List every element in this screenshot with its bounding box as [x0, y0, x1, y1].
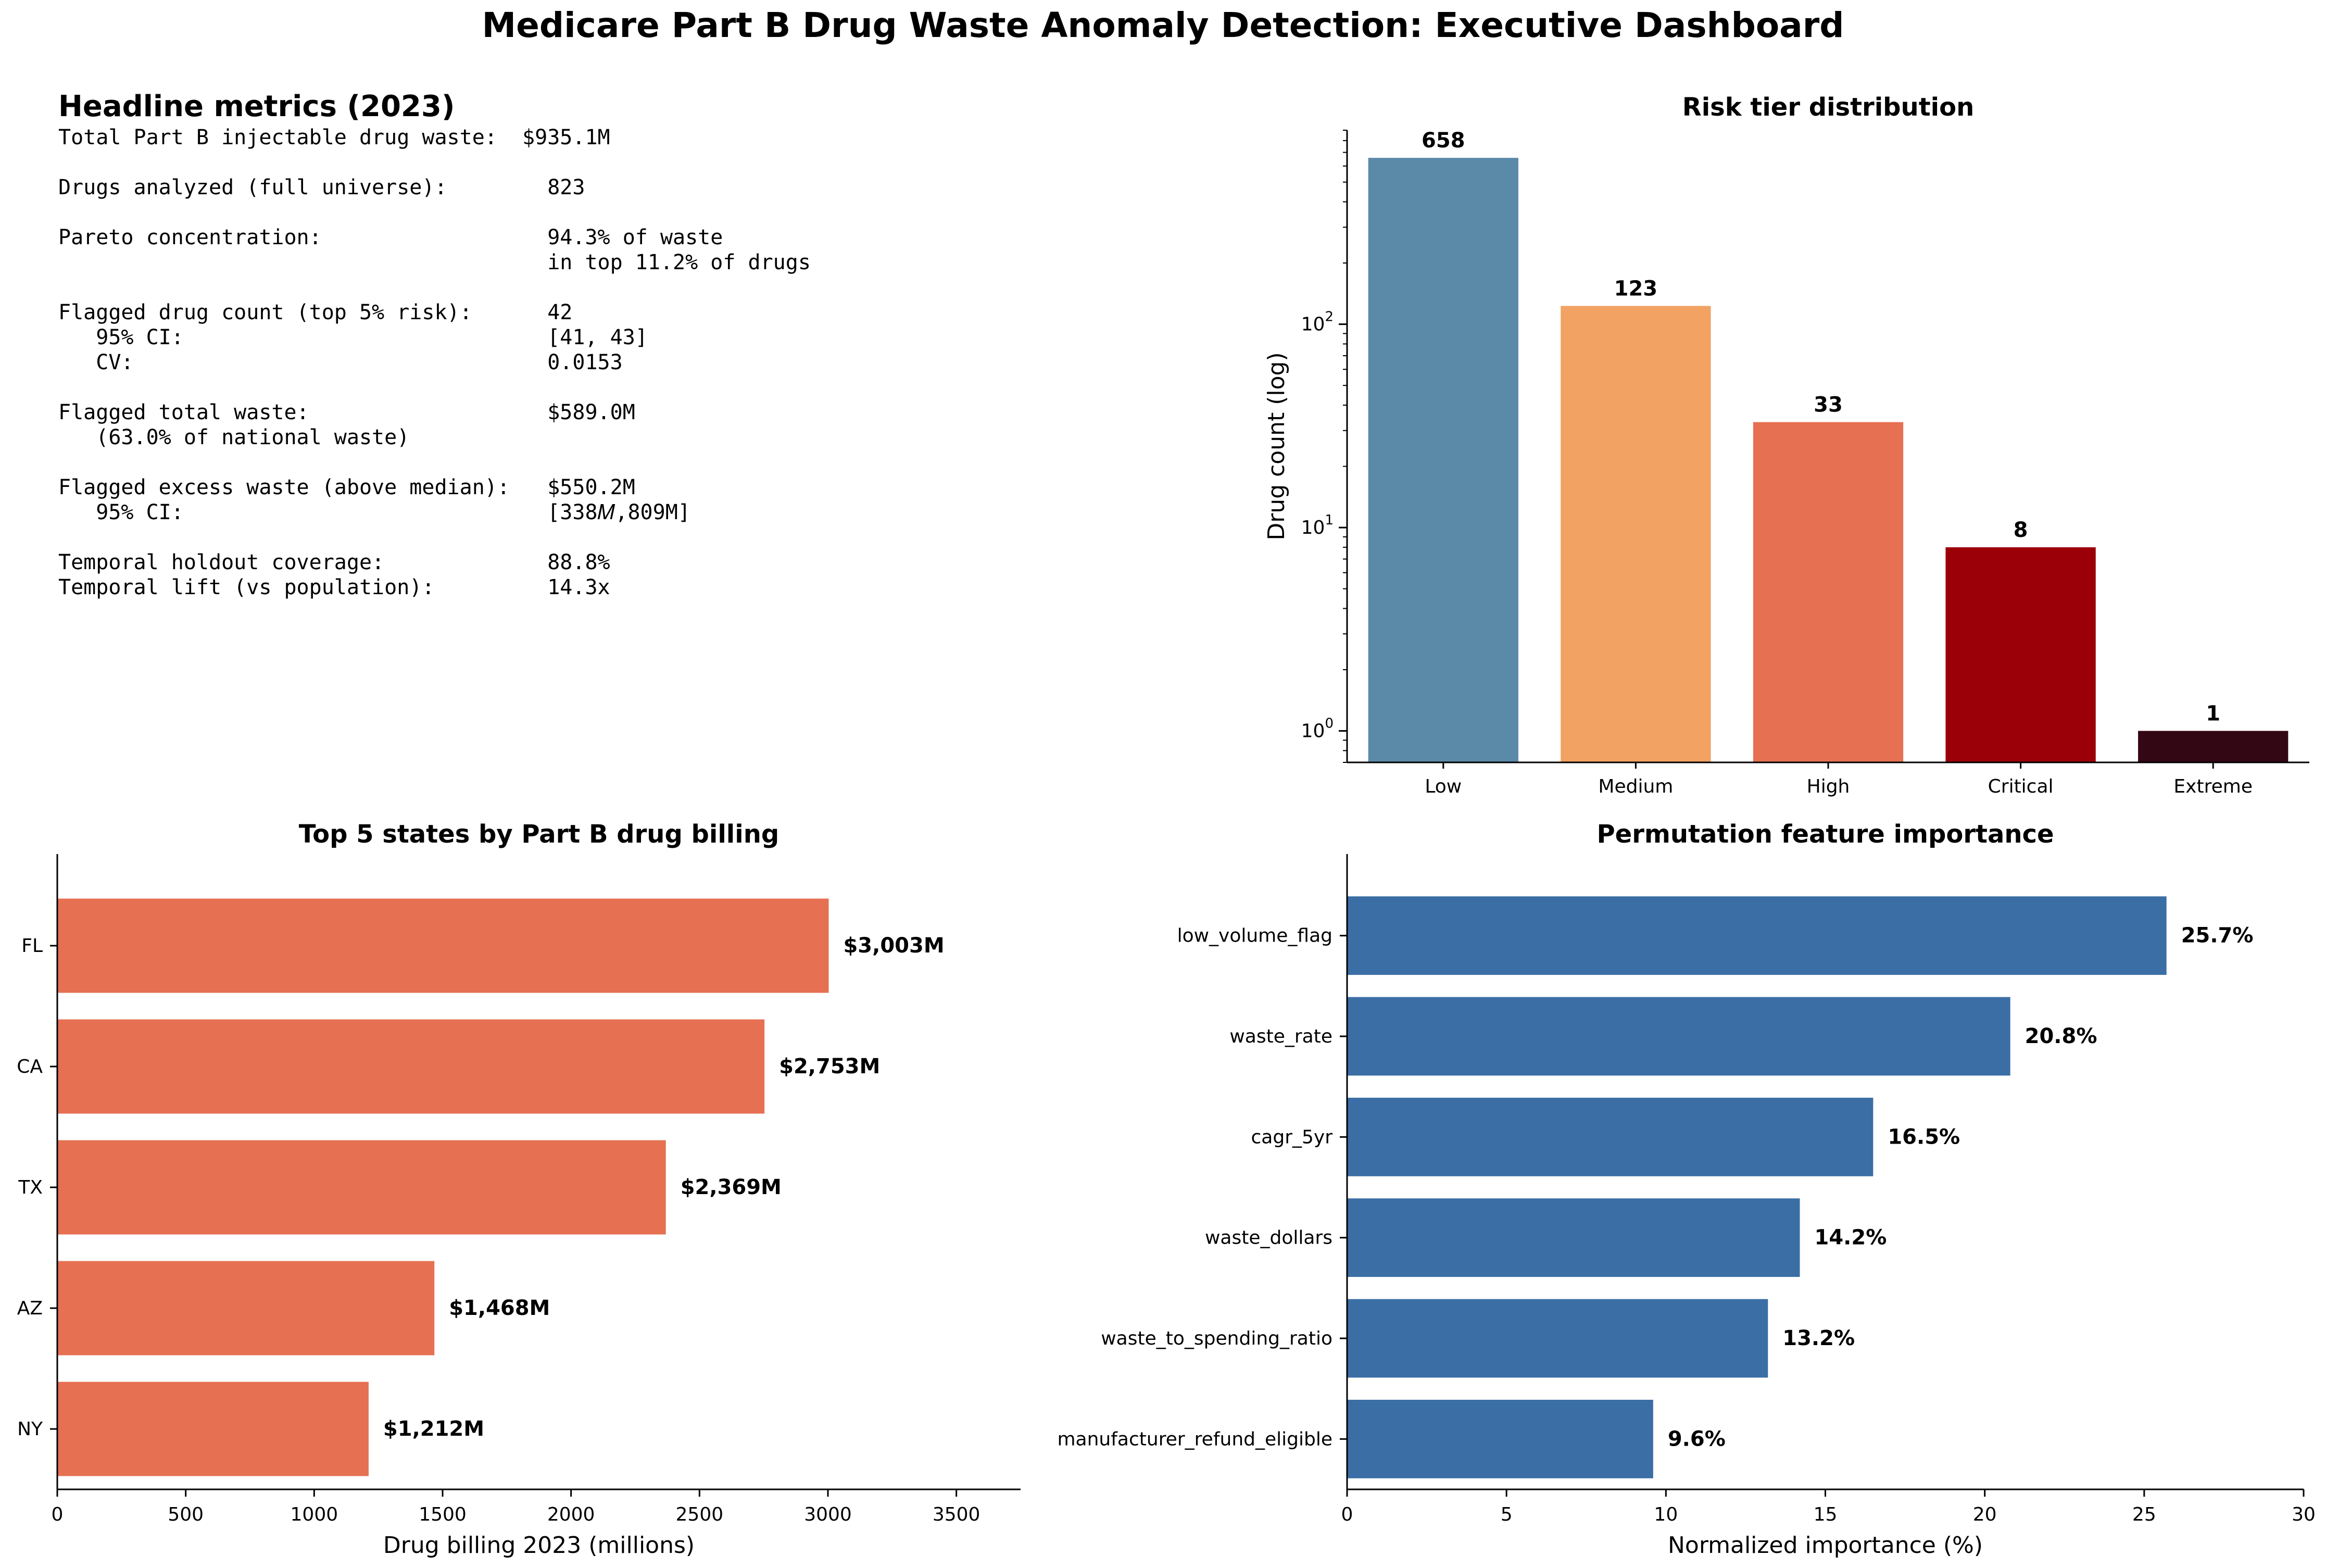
- bar: [57, 1382, 369, 1476]
- x-axis-label: Normalized importance (%): [1668, 1532, 1983, 1559]
- metric-line: Flagged drug count (top 5% risk): 42: [58, 300, 573, 324]
- category-label: manufacturer_refund_eligible: [1057, 1428, 1332, 1450]
- risk-tier-category-label: Low: [1425, 776, 1462, 797]
- chart-2: Permutation feature importance 25.7% low_v…: [1057, 820, 2315, 1559]
- category-label: CA: [17, 1056, 43, 1077]
- x-tick-label: 3500: [933, 1504, 980, 1525]
- x-tick-label: 30: [2292, 1504, 2316, 1525]
- risk-tier-bar: [1368, 158, 1518, 763]
- category-label: AZ: [17, 1298, 43, 1319]
- risk-tier-value-label: 1: [2206, 702, 2220, 726]
- x-tick-label: 10: [1654, 1504, 1678, 1525]
- metric-line: Temporal lift (vs population): 14.3x: [58, 575, 610, 599]
- x-tick-label: 500: [168, 1504, 204, 1525]
- y-tick-exponent: 0: [1325, 716, 1334, 732]
- bar-value-label: $3,003M: [843, 934, 944, 958]
- x-tick-label: 1500: [419, 1504, 467, 1525]
- category-label: low_volume_flag: [1177, 925, 1332, 947]
- metric-line: CV: 0.0153: [58, 350, 623, 374]
- risk-tier-category-label: Medium: [1598, 776, 1673, 797]
- dashboard-title: Medicare Part B Drug Waste Anomaly Detec…: [482, 5, 1844, 45]
- metrics-lines: Total Part B injectable drug waste: $935…: [58, 125, 1100, 600]
- risk-tier-category-label: High: [1807, 776, 1850, 797]
- risk-tier-chart-title: Risk tier distribution: [1682, 93, 1974, 122]
- x-tick-label: 15: [1814, 1504, 1838, 1525]
- risk-tier-bar: [1945, 547, 2096, 762]
- risk-tier-value-label: 33: [1814, 393, 1843, 417]
- metric-line: Pareto concentration: 94.3% of waste: [58, 225, 723, 249]
- category-label: waste_rate: [1229, 1026, 1332, 1047]
- bar-value-label: 25.7%: [2181, 924, 2254, 948]
- category-label: FL: [21, 935, 43, 957]
- category-label: waste_dollars: [1205, 1227, 1332, 1249]
- bar-value-label: 20.8%: [2025, 1024, 2097, 1048]
- risk-tier-value-label: 8: [2014, 518, 2028, 542]
- bar: [1347, 1198, 1800, 1277]
- category-label: waste_to_spending_ratio: [1101, 1328, 1332, 1349]
- metric-line: Flagged excess waste (above median): $55…: [58, 475, 635, 499]
- x-tick-label: 25: [2132, 1504, 2156, 1525]
- x-axis-label: Drug billing 2023 (millions): [383, 1532, 695, 1559]
- x-tick-label: 0: [52, 1504, 64, 1525]
- y-tick-base: 10: [1301, 721, 1325, 742]
- bar-value-label: $1,468M: [449, 1296, 550, 1320]
- y-tick-base: 10: [1301, 314, 1325, 335]
- category-label: TX: [18, 1177, 43, 1198]
- bar-value-label: $2,753M: [779, 1055, 880, 1078]
- bar: [1347, 1299, 1768, 1378]
- metrics-heading: Headline metrics (2023): [58, 90, 455, 123]
- category-label: NY: [17, 1419, 43, 1440]
- x-tick-label: 20: [1973, 1504, 1997, 1525]
- chart-title: Top 5 states by Part B drug billing: [299, 820, 779, 849]
- chart-title: Permutation feature importance: [1596, 820, 2054, 849]
- bar-value-label: $1,212M: [383, 1417, 484, 1441]
- bar-value-label: 14.2%: [1815, 1226, 1887, 1250]
- y-tick-exponent: 1: [1325, 512, 1334, 528]
- risk-tier-value-label: 123: [1614, 277, 1658, 300]
- bar: [57, 898, 829, 993]
- metric-line: Flagged total waste: $589.0M: [58, 400, 635, 424]
- metric-line: Total Part B injectable drug waste: $935…: [58, 126, 610, 149]
- metric-line: Temporal holdout coverage: 88.8%: [58, 550, 610, 574]
- y-tick-label: 100: [1301, 716, 1334, 742]
- bar: [57, 1019, 765, 1114]
- y-tick-label: 101: [1301, 512, 1334, 538]
- metric-line: in top 11.2% of drugs: [58, 250, 811, 274]
- bar-value-label: 9.6%: [1668, 1427, 1726, 1451]
- x-tick-label: 2500: [676, 1504, 724, 1525]
- risk-tier-bar: [1753, 422, 1904, 762]
- metric-line: 95% CI: [41, 43]: [58, 325, 648, 349]
- bar-value-label: 16.5%: [1888, 1125, 1960, 1149]
- risk-tier-category-label: Extreme: [2173, 776, 2253, 797]
- bar: [1347, 997, 2010, 1076]
- metric-line: (63.0% of national waste): [58, 425, 410, 449]
- risk-tier-value-label: 658: [1422, 129, 1465, 153]
- bar: [1347, 1399, 1653, 1478]
- bar-value-label: $2,369M: [681, 1175, 782, 1199]
- bar-value-label: 13.2%: [1782, 1326, 1855, 1350]
- y-tick-exponent: 2: [1325, 309, 1334, 325]
- bar: [57, 1140, 666, 1235]
- risk-tier-y-axis-label: Drug count (log): [1263, 352, 1290, 540]
- bar: [1347, 1097, 1874, 1176]
- x-tick-label: 1000: [291, 1504, 338, 1525]
- bar: [57, 1261, 435, 1356]
- risk-tier-bar: [1561, 306, 1711, 762]
- x-tick-label: 2000: [547, 1504, 595, 1525]
- x-tick-label: 0: [1341, 1504, 1353, 1525]
- metric-line: 95% CI: [338𝑀,809M]: [58, 500, 690, 524]
- bar: [1347, 896, 2167, 975]
- x-tick-label: 3000: [804, 1504, 852, 1525]
- y-tick-label: 102: [1301, 309, 1334, 335]
- risk-tier-chart: Risk tier distribution 658 Low 123 Medium 33 H…: [1263, 93, 2309, 797]
- risk-tier-category-label: Critical: [1988, 776, 2054, 797]
- y-tick-base: 10: [1301, 517, 1325, 538]
- headline-metrics-panel: Headline metrics (2023) Total Part B inj…: [58, 89, 1100, 766]
- x-tick-label: 5: [1501, 1504, 1513, 1525]
- risk-tier-bar: [2138, 731, 2289, 762]
- category-label: cagr_5yr: [1251, 1126, 1332, 1148]
- metric-line: Drugs analyzed (full universe): 823: [58, 175, 585, 199]
- chart-1: Top 5 states by Part B drug billing $3,00…: [17, 820, 1021, 1559]
